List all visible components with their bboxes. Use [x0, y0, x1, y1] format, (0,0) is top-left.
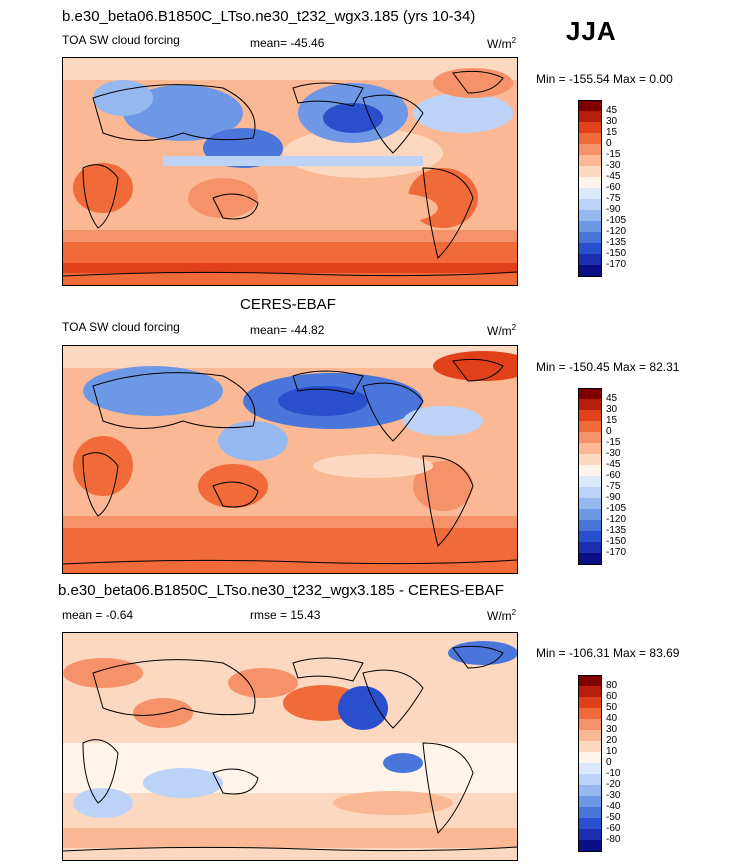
panel-3-rmse-label: rmse = 15.43 [250, 608, 321, 622]
colorbar-label: -120 [606, 226, 627, 237]
colorbar-label: 0 [606, 138, 612, 149]
panel-3-units: W/m2 [487, 608, 517, 623]
colorbar-label: 45 [606, 105, 618, 116]
colorbar-swatch [578, 840, 602, 852]
panel-3-minmax: Min = -106.31 Max = 83.69 [536, 646, 680, 660]
colorbar-label: 40 [606, 713, 618, 724]
panel-3-colorbar: 80 60 50 40 30 20 10 0 -10 -20 -30 -40 -50 -60 -80 [578, 675, 638, 855]
colorbar-label: 30 [606, 404, 618, 415]
panel-3-map-field [63, 633, 517, 860]
panel-1-title: b.e30_beta06.B1850C_LTso.ne30_t232_wgx3.… [62, 8, 476, 25]
panel-3-map [62, 632, 518, 861]
panel-2-title: CERES-EBAF [240, 296, 336, 313]
colorbar-label: -45 [606, 459, 621, 470]
panel-2-mean-label: mean= -44.82 [250, 323, 325, 337]
colorbar-label: -170 [606, 259, 627, 270]
panel-1-map [62, 57, 518, 286]
colorbar-label: 0 [606, 757, 612, 768]
colorbar-label: -90 [606, 204, 621, 215]
colorbar-label: 45 [606, 393, 618, 404]
colorbar-label: 50 [606, 702, 618, 713]
colorbar-label: -120 [606, 514, 627, 525]
colorbar-label: -170 [606, 547, 627, 558]
panel-2-colorbar: 45 30 15 0 -15 -30 -45 -60 -75 -90 -105 -120 -135 -15… [578, 388, 638, 568]
panel-2-units: W/m2 [487, 323, 517, 338]
colorbar-label: -50 [606, 812, 621, 823]
colorbar-label: -150 [606, 536, 627, 547]
colorbar-label: -15 [606, 149, 621, 160]
colorbar-label: -75 [606, 481, 621, 492]
colorbar-label: 80 [606, 680, 618, 691]
colorbar-label: -45 [606, 171, 621, 182]
colorbar-label: -105 [606, 503, 627, 514]
colorbar-label: 60 [606, 691, 618, 702]
colorbar-label: -105 [606, 215, 627, 226]
panel-3-title: b.e30_beta06.B1850C_LTso.ne30_t232_wgx3.… [58, 582, 504, 599]
panel-1-map-field [63, 58, 517, 285]
colorbar-label: -60 [606, 470, 621, 481]
colorbar-label: -135 [606, 237, 627, 248]
colorbar-label: 15 [606, 127, 618, 138]
panel-1-units: W/m2 [487, 36, 517, 51]
colorbar-label: -135 [606, 525, 627, 536]
colorbar-label: 30 [606, 116, 618, 127]
panel-2-variable-label: TOA SW cloud forcing [62, 320, 180, 334]
panel-1-mean-label: mean= -45.46 [250, 36, 325, 50]
colorbar-label: -40 [606, 801, 621, 812]
panel-1-minmax: Min = -155.54 Max = 0.00 [536, 72, 673, 86]
colorbar-label: 10 [606, 746, 618, 757]
colorbar-label: 20 [606, 735, 618, 746]
colorbar-label: 0 [606, 426, 612, 437]
colorbar-label: -60 [606, 823, 621, 834]
colorbar-label: -10 [606, 768, 621, 779]
colorbar-label: 15 [606, 415, 618, 426]
colorbar-label: -60 [606, 182, 621, 193]
colorbar-label: -90 [606, 492, 621, 503]
colorbar-label: -75 [606, 193, 621, 204]
panel-3-mean-label: mean = -0.64 [62, 608, 134, 622]
colorbar-label: -30 [606, 448, 621, 459]
colorbar-label: -80 [606, 834, 621, 845]
panel-2-map-field [63, 346, 517, 573]
season-label: JJA [566, 16, 617, 46]
colorbar-label: -20 [606, 779, 621, 790]
colorbar-label: -30 [606, 790, 621, 801]
colorbar-label: -150 [606, 248, 627, 259]
panel-2-minmax: Min = -150.45 Max = 82.31 [536, 360, 680, 374]
colorbar-label: -15 [606, 437, 621, 448]
colorbar-label: -30 [606, 160, 621, 171]
colorbar-label: 30 [606, 724, 618, 735]
colorbar-swatch [578, 265, 602, 277]
panel-2-map [62, 345, 518, 574]
panel-1-variable-label: TOA SW cloud forcing [62, 33, 180, 47]
colorbar-swatch [578, 553, 602, 565]
panel-1-colorbar: 45 30 15 0 -15 -30 -45 -60 -75 -90 -105 -120 -135 -15… [578, 100, 638, 280]
